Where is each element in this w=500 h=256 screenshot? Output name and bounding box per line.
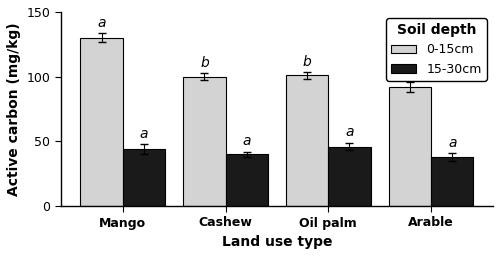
- Text: a: a: [140, 127, 148, 141]
- X-axis label: Land use type: Land use type: [222, 235, 332, 249]
- Bar: [183, 77, 226, 206]
- Bar: [328, 146, 370, 206]
- Bar: [226, 154, 268, 206]
- Bar: [389, 87, 431, 206]
- Text: a: a: [98, 16, 106, 30]
- Bar: [431, 157, 474, 206]
- Y-axis label: Active carbon (mg/kg): Active carbon (mg/kg): [7, 22, 21, 196]
- Text: a: a: [345, 125, 354, 140]
- Bar: [123, 149, 165, 206]
- Text: b: b: [303, 55, 312, 69]
- Text: a: a: [242, 134, 251, 148]
- Legend: 0-15cm, 15-30cm: 0-15cm, 15-30cm: [386, 18, 487, 81]
- Text: b: b: [200, 56, 209, 70]
- Bar: [286, 75, 329, 206]
- Text: b: b: [406, 65, 414, 79]
- Bar: [80, 38, 123, 206]
- Text: a: a: [448, 136, 456, 150]
